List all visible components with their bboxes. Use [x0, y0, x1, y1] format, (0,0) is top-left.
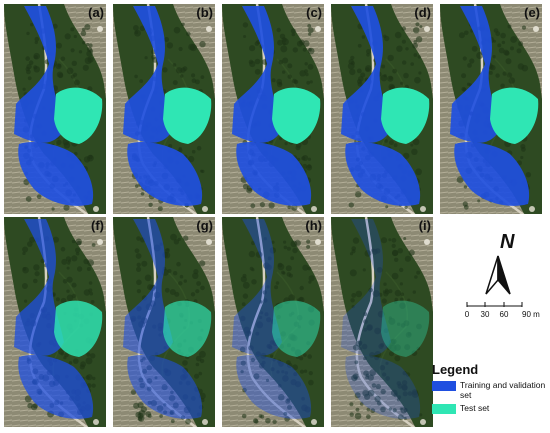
panel-label: (b)	[196, 5, 213, 20]
north-letter: N	[500, 231, 515, 253]
legend-item-test: Test set	[432, 403, 550, 414]
scale-tick-30: 30	[481, 310, 490, 319]
map-image	[222, 4, 324, 214]
map-panel: (f)	[3, 216, 107, 428]
map-image	[4, 4, 106, 214]
map-panel: (a)	[3, 3, 107, 215]
legend-label-training: Training and validation set	[460, 380, 546, 400]
north-arrow: N	[470, 228, 520, 298]
map-panel: (i)	[330, 216, 434, 428]
panel-label: (h)	[305, 218, 322, 233]
legend-swatch-test	[432, 404, 456, 414]
panel-label: (f)	[91, 218, 104, 233]
legend-label-test: Test set	[460, 403, 490, 413]
map-image	[331, 4, 433, 214]
panel-label: (a)	[88, 5, 104, 20]
map-image	[331, 217, 433, 427]
map-panel: (g)	[112, 216, 216, 428]
scale-tick-90: 90 m	[522, 310, 540, 319]
panel-label: (d)	[414, 5, 431, 20]
legend-item-training: Training and validation set	[432, 380, 550, 400]
map-image	[113, 4, 215, 214]
map-panel: (d)	[330, 3, 434, 215]
legend-title: Legend	[432, 362, 479, 377]
scale-tick-60: 60	[500, 310, 509, 319]
map-image	[440, 4, 542, 214]
map-panel: (h)	[221, 216, 325, 428]
panel-label: (i)	[418, 218, 431, 233]
panel-label: (g)	[196, 218, 213, 233]
map-image	[113, 217, 215, 427]
panel-label: (e)	[524, 5, 540, 20]
map-panel: (c)	[221, 3, 325, 215]
panel-label: (c)	[306, 5, 322, 20]
scale-bar: 0 30 60 90 m	[460, 300, 545, 330]
map-image	[222, 217, 324, 427]
legend: Legend Training and validation set Test …	[432, 362, 550, 417]
legend-swatch-training	[432, 381, 456, 391]
map-panel: (e)	[439, 3, 543, 215]
north-arrow-icon: N	[485, 231, 515, 295]
map-panel: (b)	[112, 3, 216, 215]
map-image	[4, 217, 106, 427]
scale-tick-0: 0	[465, 310, 470, 319]
